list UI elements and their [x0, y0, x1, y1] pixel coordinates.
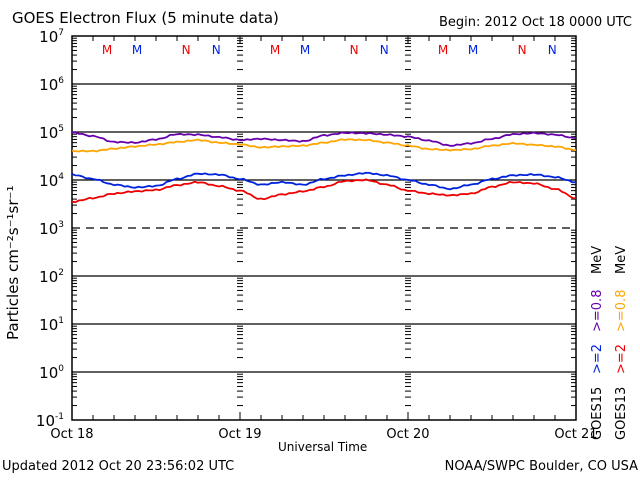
- series-line-goes15-0-8-mev: [71, 131, 577, 147]
- y-tick-label: 106: [39, 76, 64, 94]
- series-line-goes13-2-mev: [71, 178, 577, 204]
- x-tick-label: Oct 19: [218, 427, 261, 442]
- local-time-marker: M: [438, 43, 448, 57]
- local-time-marker: M: [270, 43, 280, 57]
- y-tick-label: 104: [39, 172, 64, 190]
- local-time-marker: N: [212, 43, 221, 57]
- legend-item: >=2: [590, 343, 605, 374]
- credit-text: NOAA/SWPC Boulder, CO USA: [444, 459, 638, 474]
- local-time-marker: N: [518, 43, 527, 57]
- y-tick-label: 10-1: [36, 412, 64, 430]
- chart-title: GOES Electron Flux (5 minute data): [12, 9, 279, 27]
- legend-item: >=0.8: [590, 289, 605, 332]
- legend-item: MeV: [590, 245, 605, 274]
- x-axis-label: Universal Time: [278, 440, 368, 454]
- chart-begin-time: Begin: 2012 Oct 18 0000 UTC: [438, 15, 632, 30]
- legend-item: MeV: [614, 245, 629, 274]
- local-time-marker: N: [182, 43, 191, 57]
- y-tick-label: 101: [39, 316, 64, 334]
- local-time-marker: M: [102, 43, 112, 57]
- updated-timestamp: Updated 2012 Oct 20 23:56:02 UTC: [2, 459, 235, 474]
- legend-item: >=0.8: [614, 289, 629, 332]
- series-line-goes15-2-mev: [71, 171, 577, 191]
- legend-item: >=2: [614, 343, 629, 374]
- series-line-goes13-0-8-mev: [71, 138, 577, 153]
- local-time-marker: M: [300, 43, 310, 57]
- y-tick-label: 103: [39, 220, 64, 238]
- y-tick-label: 102: [39, 268, 64, 286]
- legend-satellite-label: GOES15: [590, 386, 605, 440]
- y-tick-label: 107: [39, 28, 64, 46]
- x-tick-label: Oct 18: [50, 427, 93, 442]
- y-tick-label: 100: [39, 364, 64, 382]
- local-time-marker: M: [468, 43, 478, 57]
- legend-satellite-label: GOES13: [614, 386, 629, 440]
- local-time-marker: N: [380, 43, 389, 57]
- x-tick-label: Oct 21: [554, 427, 597, 442]
- local-time-marker: N: [548, 43, 557, 57]
- local-time-marker: N: [350, 43, 359, 57]
- local-time-marker: M: [132, 43, 142, 57]
- x-tick-label: Oct 20: [386, 427, 429, 442]
- y-tick-label: 105: [39, 124, 64, 142]
